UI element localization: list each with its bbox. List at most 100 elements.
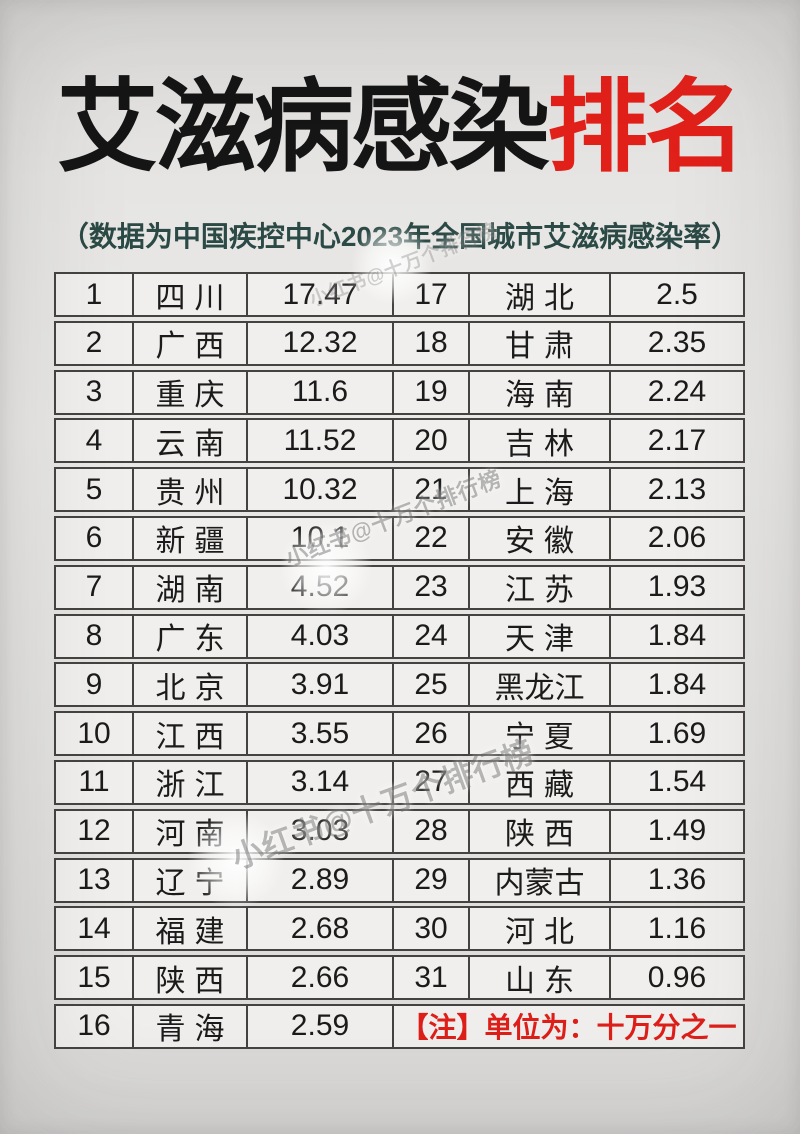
province-cell: 宁夏 <box>468 713 609 755</box>
value-cell: 17.47 <box>246 274 392 315</box>
table-row: 11 浙江 3.14 27 西藏 1.54 <box>54 759 745 805</box>
province-cell: 陕西 <box>468 810 609 852</box>
rank-cell: 6 <box>85 521 103 555</box>
table-row: 12 河南 3.03 28 陕西 1.49 <box>54 808 745 854</box>
rank-cell: 7 <box>85 570 103 604</box>
title-red: 排名 <box>547 72 746 184</box>
value-cell: 11.6 <box>246 371 392 413</box>
province-cell: 江西 <box>132 713 246 755</box>
page-title: 艾滋病感染排名 <box>0 72 800 185</box>
rank-cell: 27 <box>392 761 468 803</box>
province-cell: 上海 <box>468 469 609 511</box>
value-cell: 1.69 <box>609 713 743 755</box>
rank-cell: 17 <box>392 274 468 315</box>
table-row: 15 陕西 2.66 31 山东 0.96 <box>54 955 745 1001</box>
table-row: 9 北京 3.91 25 黑龙江 1.84 <box>54 662 745 708</box>
rank-cell: 28 <box>392 810 468 852</box>
province-cell: 云南 <box>132 420 246 462</box>
province-cell: 黑龙江 <box>468 664 609 706</box>
rank-cell: 24 <box>392 615 468 657</box>
rank-cell: 31 <box>392 957 468 999</box>
rank-cell: 10 <box>77 716 111 750</box>
value-cell: 1.16 <box>609 908 743 950</box>
province-cell: 河北 <box>468 908 609 950</box>
province-cell: 重庆 <box>132 371 246 413</box>
value-cell: 2.06 <box>609 517 743 559</box>
rank-cell: 25 <box>392 664 468 706</box>
rank-cell: 1 <box>85 277 103 311</box>
province-cell: 新疆 <box>132 517 246 559</box>
table-row: 6 新疆 10.1 22 安徽 2.06 <box>54 515 745 561</box>
province-cell: 吉林 <box>468 420 609 462</box>
value-cell: 2.66 <box>246 957 392 999</box>
province-cell: 浙江 <box>132 761 246 803</box>
province-cell: 湖南 <box>132 566 246 608</box>
province-cell: 天津 <box>468 615 609 657</box>
province-cell: 四川 <box>132 274 246 315</box>
rank-cell: 14 <box>77 911 111 945</box>
province-cell: 陕西 <box>132 957 246 999</box>
province-cell: 北京 <box>132 664 246 706</box>
province-cell: 湖北 <box>468 274 609 315</box>
value-cell: 12.32 <box>246 322 392 364</box>
rank-cell: 29 <box>392 859 468 901</box>
value-cell: 4.03 <box>246 615 392 657</box>
table-row: 14 福建 2.68 30 河北 1.16 <box>54 906 745 952</box>
rank-cell: 9 <box>85 667 103 701</box>
rank-cell: 12 <box>77 814 111 848</box>
value-cell: 1.84 <box>609 664 743 706</box>
table-row: 1 四川 17.47 17 湖北 2.5 <box>54 272 745 317</box>
table-row: 16 青海 2.59 【注】单位为：十万分之一 <box>54 1003 745 1049</box>
rank-cell: 11 <box>78 765 110 799</box>
rank-cell: 26 <box>392 713 468 755</box>
title-black: 艾滋病感染 <box>56 72 550 184</box>
rank-cell: 19 <box>392 371 468 413</box>
value-cell: 2.13 <box>609 469 743 511</box>
value-cell: 1.54 <box>609 761 743 803</box>
province-cell: 广东 <box>132 615 246 657</box>
province-cell: 海南 <box>468 371 609 413</box>
rank-cell: 5 <box>85 472 103 506</box>
rank-cell: 2 <box>85 326 103 360</box>
rank-cell: 18 <box>392 322 468 364</box>
table-row: 13 辽宁 2.89 29 内蒙古 1.36 <box>54 857 745 903</box>
value-cell: 3.91 <box>246 664 392 706</box>
value-cell: 1.84 <box>609 615 743 657</box>
table-row: 2 广西 12.32 18 甘肃 2.35 <box>54 320 745 366</box>
rank-cell: 4 <box>85 423 103 457</box>
value-cell: 2.68 <box>246 908 392 950</box>
table-row: 7 湖南 4.52 23 江苏 1.93 <box>54 564 745 610</box>
rank-cell: 21 <box>392 469 468 511</box>
value-cell: 2.59 <box>246 1005 392 1047</box>
rank-cell: 8 <box>85 619 103 653</box>
rank-cell: 20 <box>392 420 468 462</box>
table-row: 4 云南 11.52 20 吉林 2.17 <box>54 418 745 464</box>
ranking-table: 1 四川 17.47 17 湖北 2.5 2 广西 12.32 18 甘肃 2.35 3 重庆 11.6 19… <box>54 272 745 1049</box>
value-cell: 10.1 <box>246 517 392 559</box>
note-cell: 【注】单位为：十万分之一 <box>392 1005 743 1047</box>
value-cell: 3.14 <box>246 761 392 803</box>
rank-cell: 15 <box>77 960 111 994</box>
province-cell: 山东 <box>468 957 609 999</box>
province-cell: 江苏 <box>468 566 609 608</box>
value-cell: 1.36 <box>609 859 743 901</box>
province-cell: 贵州 <box>132 469 246 511</box>
province-cell: 广西 <box>132 322 246 364</box>
value-cell: 11.52 <box>246 420 392 462</box>
value-cell: 2.35 <box>609 322 743 364</box>
value-cell: 3.03 <box>246 810 392 852</box>
value-cell: 2.17 <box>609 420 743 462</box>
province-cell: 青海 <box>132 1005 246 1047</box>
value-cell: 10.32 <box>246 469 392 511</box>
rank-cell: 16 <box>77 1009 111 1043</box>
rank-cell: 22 <box>392 517 468 559</box>
table-row: 8 广东 4.03 24 天津 1.84 <box>54 613 745 659</box>
value-cell: 4.52 <box>246 566 392 608</box>
value-cell: 1.49 <box>609 810 743 852</box>
rank-cell: 3 <box>85 375 103 409</box>
province-cell: 辽宁 <box>132 859 246 901</box>
value-cell: 3.55 <box>246 713 392 755</box>
province-cell: 安徽 <box>468 517 609 559</box>
table-row: 10 江西 3.55 26 宁夏 1.69 <box>54 711 745 757</box>
